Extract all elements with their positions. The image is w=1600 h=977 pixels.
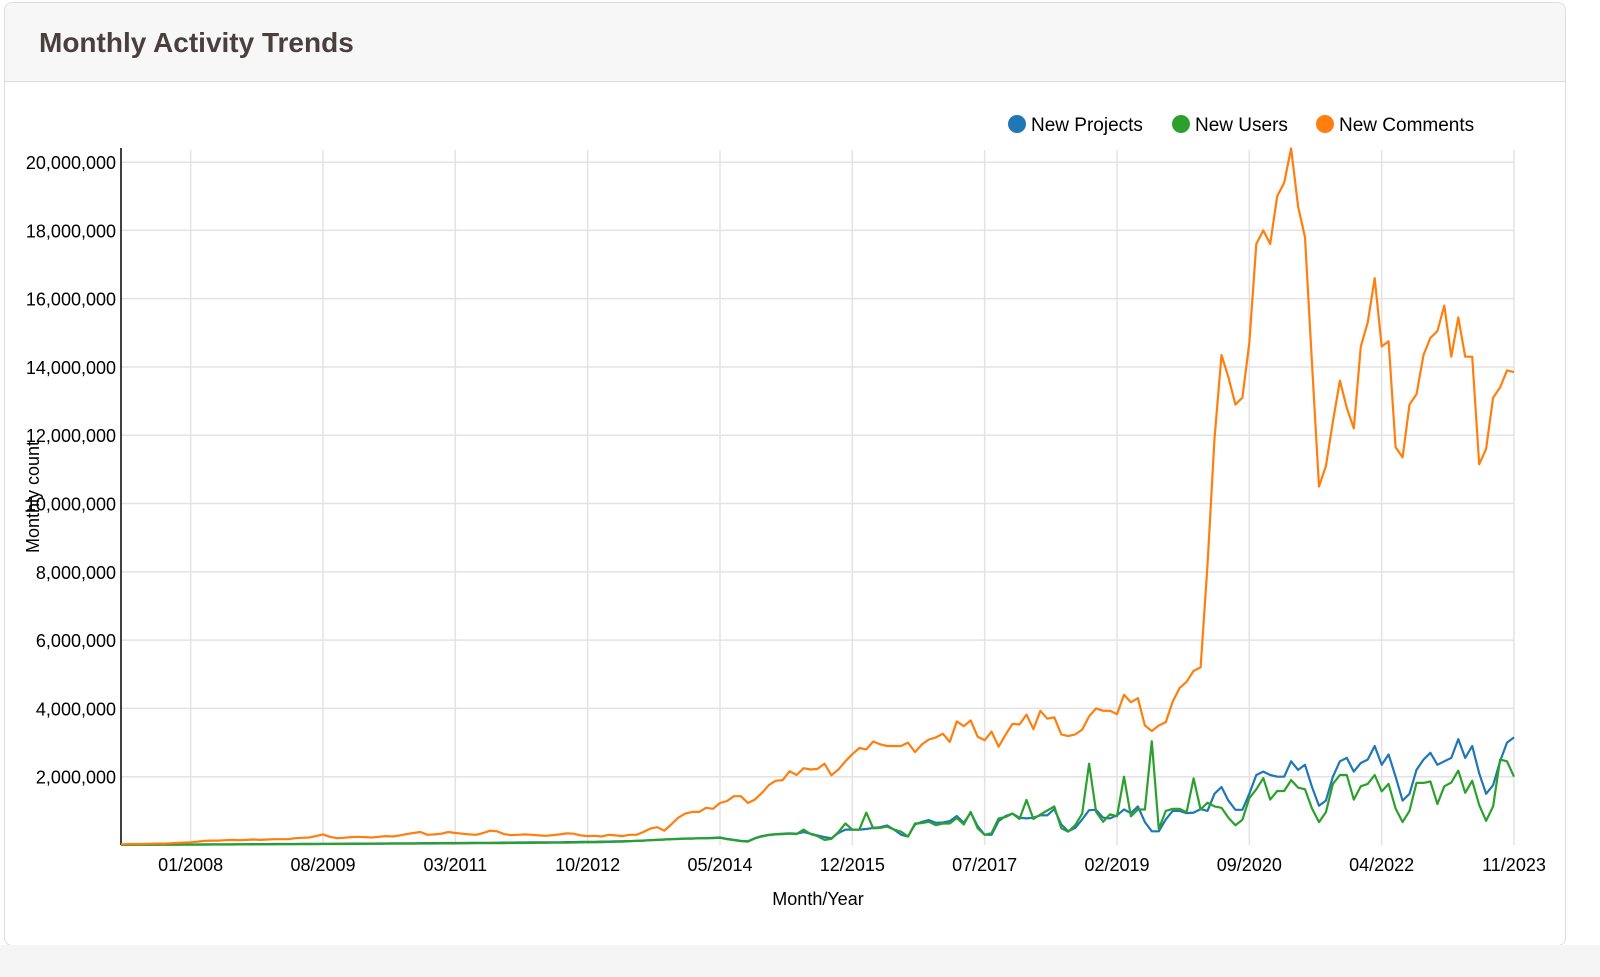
legend-swatch-icon bbox=[1316, 115, 1334, 133]
y-axis-ticks: 2,000,000 4,000,000 6,000,000 8,000,000 10,0… bbox=[26, 153, 116, 788]
legend-label: New Projects bbox=[1031, 115, 1143, 136]
y-tick-label: 16,000,000 bbox=[26, 290, 116, 310]
x-tick-label: 08/2009 bbox=[290, 855, 355, 875]
card-header: Monthly Activity Trends bbox=[5, 3, 1565, 82]
legend-swatch-icon bbox=[1172, 115, 1190, 133]
series-line-new-comments bbox=[120, 147, 1515, 846]
y-tick-label: 20,000,000 bbox=[26, 153, 116, 173]
y-tick-label: 14,000,000 bbox=[26, 358, 116, 378]
y-tick-label: 4,000,000 bbox=[36, 699, 116, 719]
legend-label: New Users bbox=[1195, 115, 1288, 136]
legend-item[interactable]: New Comments bbox=[1316, 115, 1474, 136]
y-tick-label: 8,000,000 bbox=[36, 563, 116, 583]
y-tick-label: 10,000,000 bbox=[26, 495, 116, 515]
y-tick-label: 18,000,000 bbox=[26, 221, 116, 241]
x-tick-label: 10/2012 bbox=[555, 855, 620, 875]
page-footer-band bbox=[0, 945, 1600, 977]
series-line-new-users bbox=[121, 740, 1516, 846]
series-lines bbox=[120, 147, 1516, 846]
legend-item[interactable]: New Projects bbox=[1008, 115, 1143, 136]
legend: New Projects New Users New Comments bbox=[1008, 115, 1474, 136]
x-axis-ticks: 01/2008 08/2009 03/2011 10/2012 05/2014 12/20… bbox=[158, 855, 1546, 875]
x-tick-label: 09/2020 bbox=[1217, 855, 1282, 875]
y-tick-label: 2,000,000 bbox=[36, 768, 116, 788]
grid bbox=[121, 150, 1515, 845]
y-axis-label: Monthly count bbox=[23, 441, 43, 553]
y-tick-label: 6,000,000 bbox=[36, 631, 116, 651]
x-tick-label: 02/2019 bbox=[1084, 855, 1149, 875]
x-tick-label: 05/2014 bbox=[687, 855, 752, 875]
x-tick-label: 12/2015 bbox=[820, 855, 885, 875]
legend-item[interactable]: New Users bbox=[1172, 115, 1288, 136]
chart-card: Monthly Activity Trends bbox=[4, 2, 1566, 946]
x-axis-label: Month/Year bbox=[772, 889, 863, 909]
y-tick-label: 12,000,000 bbox=[26, 426, 116, 446]
x-tick-label: 03/2011 bbox=[423, 855, 487, 875]
x-tick-label: 04/2022 bbox=[1349, 855, 1414, 875]
x-tick-label: 11/2023 bbox=[1482, 855, 1546, 875]
legend-label: New Comments bbox=[1339, 115, 1474, 136]
x-tick-label: 07/2017 bbox=[952, 855, 1017, 875]
x-tick-label: 01/2008 bbox=[158, 855, 223, 875]
legend-swatch-icon bbox=[1008, 115, 1026, 133]
card-title: Monthly Activity Trends bbox=[39, 27, 354, 58]
